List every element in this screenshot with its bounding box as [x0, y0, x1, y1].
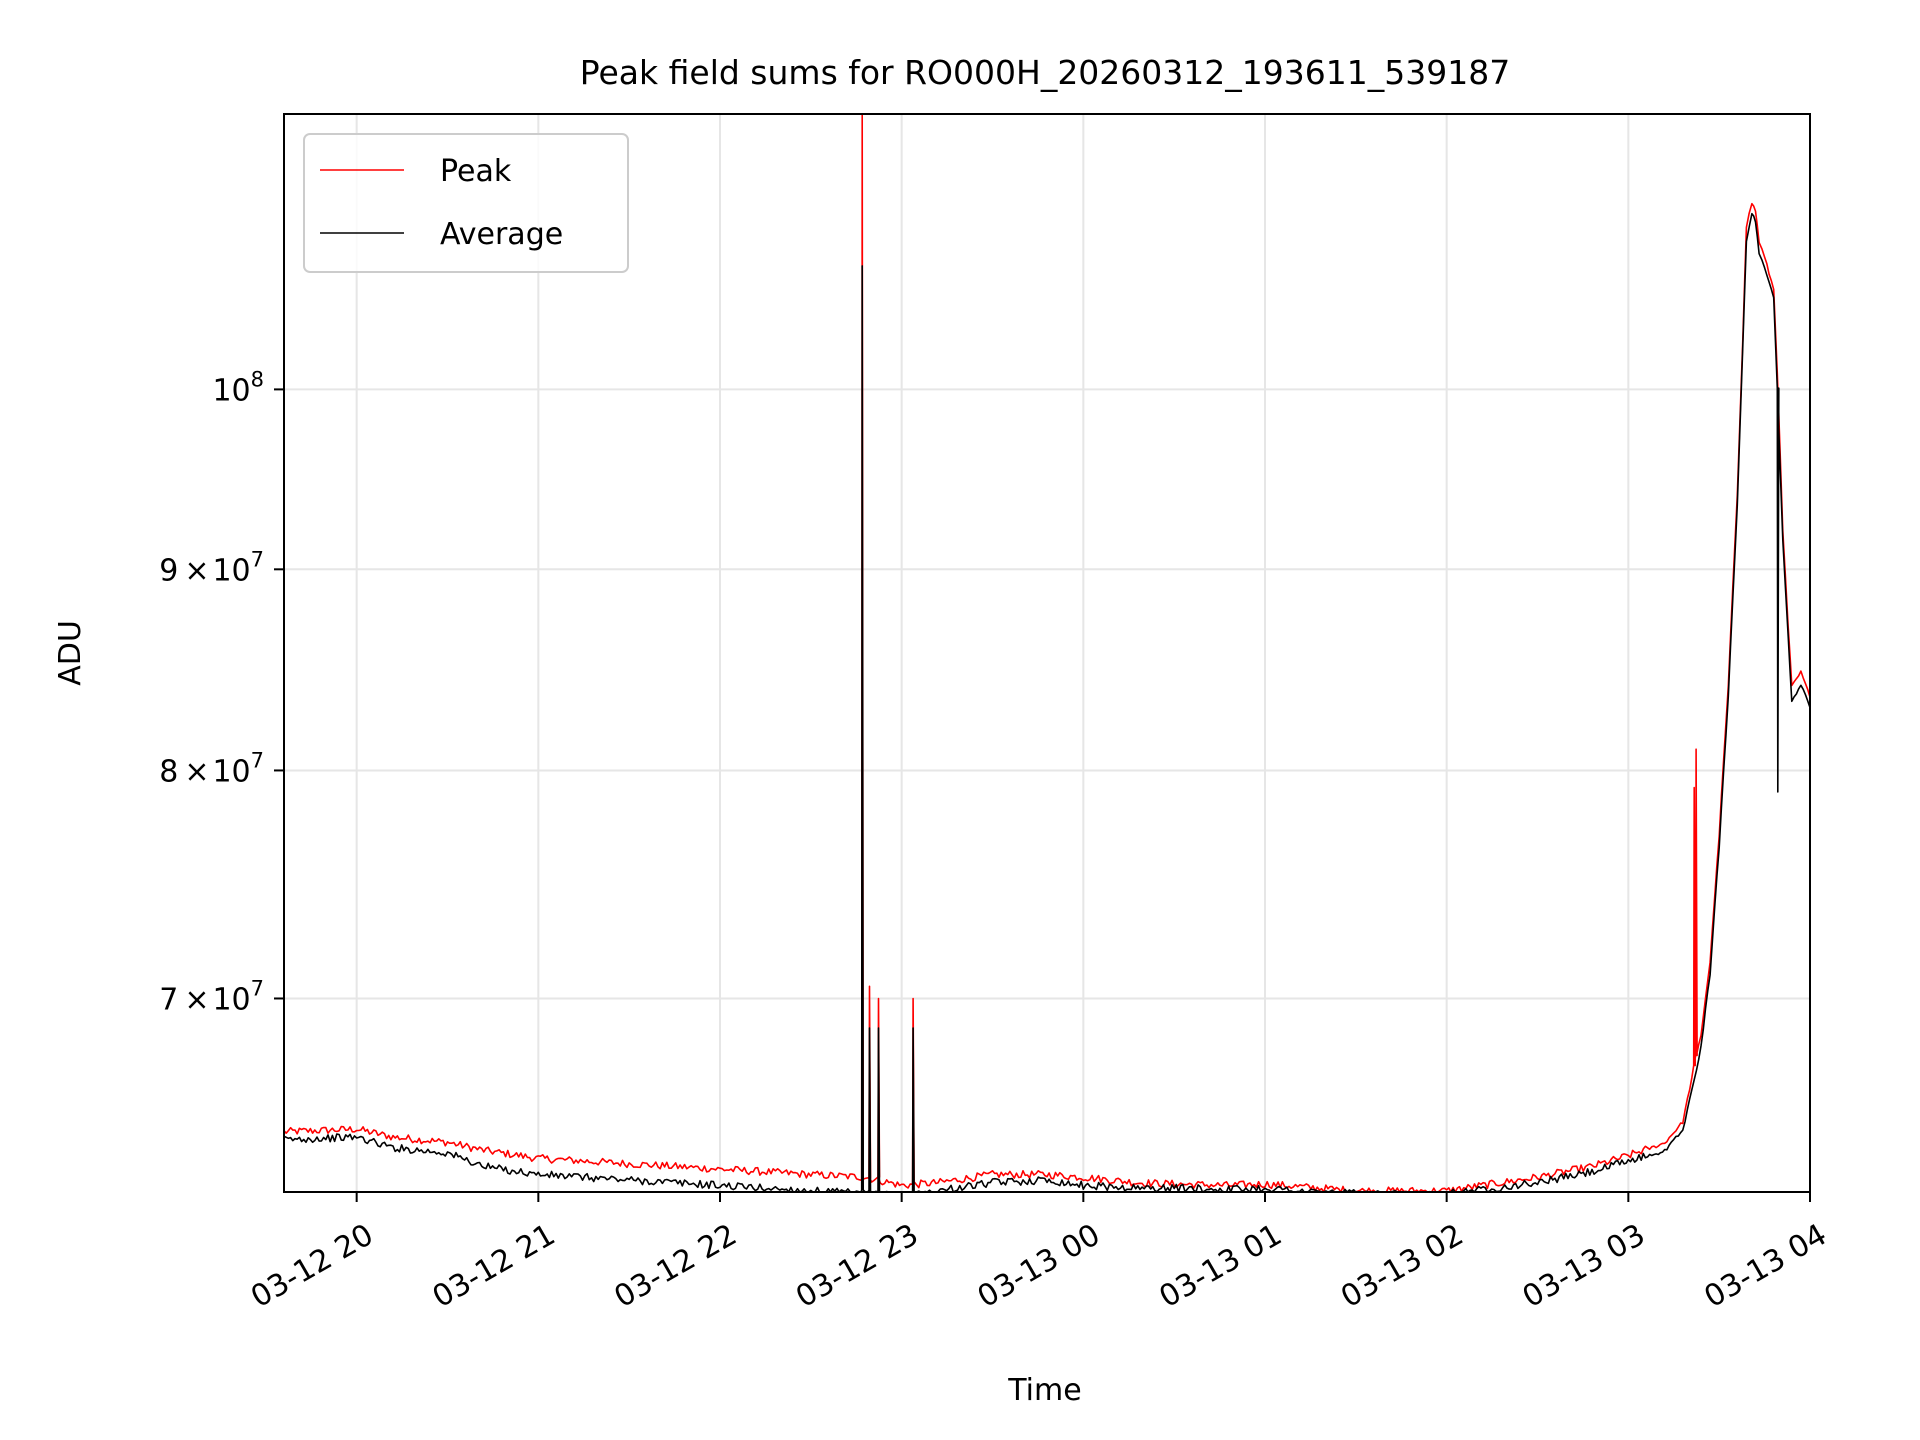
legend: Peak Average: [303, 133, 629, 273]
y-tick-label: 9 × 107: [159, 547, 264, 588]
legend-box: [303, 133, 629, 273]
plot-frame: [283, 113, 1811, 1193]
y-axis-label: ADU: [53, 620, 88, 686]
series-line-average: [283, 212, 1811, 1193]
legend-peak-label: Peak: [440, 154, 512, 189]
y-tick-label: 7 × 107: [159, 976, 264, 1017]
y-tick-label: 8 × 107: [159, 748, 264, 789]
x-axis-label: Time: [1007, 1373, 1081, 1408]
legend-average-label: Average: [440, 217, 563, 252]
chart-title: Peak field sums for RO000H_20260312_1936…: [580, 53, 1510, 92]
series-line-peak: [283, 113, 1811, 1193]
plot-series: [283, 113, 1811, 1193]
